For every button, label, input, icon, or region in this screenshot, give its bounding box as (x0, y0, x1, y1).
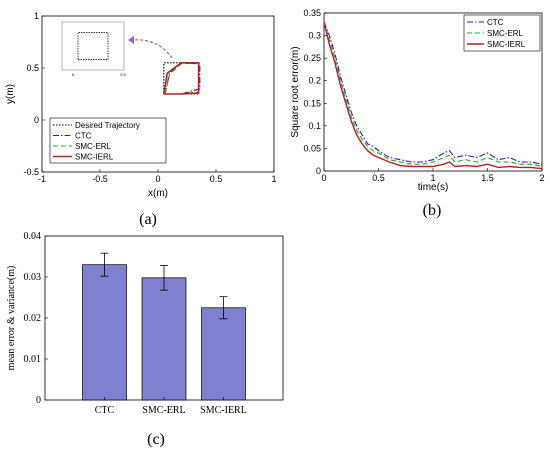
y-tick-label: 1 (34, 11, 39, 21)
x-axis-label: time(s) (418, 182, 449, 193)
legend-label: SMC-ERL (75, 142, 112, 151)
y-tick-label: 0.3 (308, 31, 321, 41)
error-chart: 0 0.5 1 1.5 2 0 0.05 0.1 0.15 0.2 0.25 0.3 0.35 time… (290, 8, 545, 219)
caption-c: (c) (147, 431, 165, 448)
y-tick-label: 0 (36, 395, 41, 406)
y-tick-label: 0.15 (303, 98, 321, 108)
category-label: CTC (95, 405, 115, 416)
y-tick-label: 0 (34, 115, 39, 125)
category-label: SMC-ERL (142, 405, 185, 416)
y-tick-label: -0.5 (23, 167, 39, 177)
legend: CTC SMC-ERL SMC-IERL (463, 14, 541, 52)
y-tick-label: 0.5 (26, 63, 39, 73)
caption-a: (a) (139, 211, 157, 228)
x-tick-label: 1 (430, 173, 435, 183)
legend-label: Desired Trajectory (75, 121, 140, 130)
x-tick-label: 0.5 (210, 174, 223, 184)
legend-label: CTC (487, 18, 504, 27)
x-tick-label: 0 (321, 173, 326, 183)
x-axis-label: x(m) (148, 188, 168, 199)
y-axis-label: mean error & variance(m) (6, 266, 17, 371)
inset-tick-label: 0 (72, 72, 75, 77)
y-tick-label: 0.03 (24, 272, 42, 283)
x-tick-label: 0 (155, 174, 160, 184)
y-tick-label: 0.01 (24, 354, 42, 365)
inset-trajectory (77, 32, 109, 60)
inset-plot: 0 0.5 (61, 21, 173, 77)
series-line (323, 21, 543, 165)
x-tick-label: -0.5 (92, 174, 108, 184)
bar (201, 307, 246, 401)
trajectory-chart: 0 0.5 -1 -0.5 0 0.5 1-0.500.51 x(m) y(m) Desi… (5, 11, 277, 228)
y-tick-label: 0 (316, 166, 321, 176)
caption-b: (b) (423, 202, 442, 219)
y-tick-label: 0.35 (303, 8, 321, 18)
y-tick-label: 0.04 (24, 231, 42, 242)
bar-chart: 0 0.01 0.02 0.03 0.04 CTC SMC-ERL SMC-IERL mean… (6, 231, 284, 448)
callout-arrow (131, 39, 173, 59)
y-axis-label: y(m) (5, 84, 16, 104)
x-tick-label: 2 (539, 173, 544, 183)
category-label: SMC-IERL (200, 405, 247, 416)
bar (82, 264, 127, 401)
legend-label: CTC (75, 132, 92, 141)
y-tick-label: 0.05 (303, 143, 321, 153)
inset-tick-label: 0.5 (120, 72, 126, 77)
callout-arrowhead (128, 36, 134, 44)
y-tick-label: 0.02 (24, 313, 42, 324)
bar (141, 277, 187, 401)
y-tick-label: 0.25 (303, 53, 321, 63)
x-tick-label: 0.5 (372, 173, 385, 183)
inset-frame (61, 21, 125, 71)
x-tick-label: 1 (271, 174, 276, 184)
y-tick-label: 0.1 (308, 121, 321, 131)
legend-label: SMC-ERL (487, 29, 524, 38)
series-line (323, 21, 543, 168)
y-axis-label: Square root error(m) (290, 46, 301, 137)
y-tick-label: 0.2 (308, 76, 321, 86)
x-tick-label: -1 (38, 174, 46, 184)
legend-label: SMC-IERL (75, 153, 114, 162)
series-line (323, 21, 543, 170)
legend-label: SMC-IERL (487, 40, 526, 49)
series-line (163, 61, 200, 95)
x-tick-label: 1.5 (481, 173, 494, 183)
